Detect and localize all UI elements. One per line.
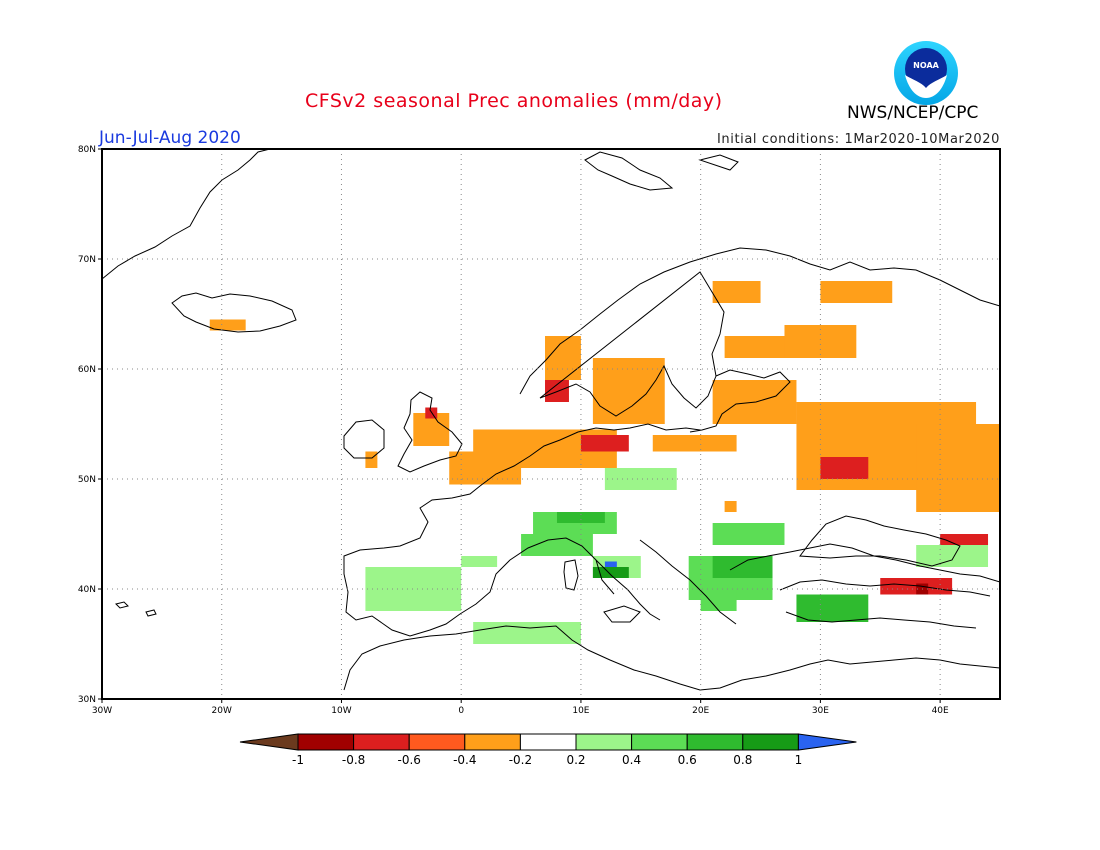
- lat-tick-label: 60N: [78, 365, 96, 375]
- svalbard-coast: [584, 151, 739, 191]
- africa-coast: [343, 625, 1000, 691]
- anomaly-ukraine-dry2: [820, 457, 869, 479]
- axis-ticks: 30W 20W 10W 0 10E 20E 30E 40E 30N 40N 50N 60N 70N 80N: [78, 145, 949, 716]
- anomaly-romania: [712, 523, 785, 545]
- colorbar-swatch: [631, 733, 688, 751]
- season-label: Jun-Jul-Aug 2020: [99, 128, 241, 148]
- azores-coast: [115, 601, 157, 617]
- turkey-coast: [779, 579, 991, 629]
- anomaly-balkans-core: [712, 556, 773, 578]
- lon-tick-label: 20E: [692, 706, 709, 716]
- colorbar-label: -0.4: [453, 753, 476, 767]
- anomaly-denmark-dry2: [580, 435, 629, 452]
- anomaly-pyrenees: [461, 556, 498, 567]
- org-label: NWS/NCEP/CPC: [847, 103, 979, 123]
- colorbar-swatch: [742, 733, 799, 751]
- anomaly-turkey-west: [796, 594, 869, 622]
- lon-tick-label: 20W: [212, 706, 232, 716]
- lat-tick-label: 80N: [78, 145, 96, 155]
- lat-tick-label: 40N: [78, 585, 96, 595]
- anomaly-algeria-coast: [473, 622, 581, 644]
- lat-tick-label: 30N: [78, 695, 96, 705]
- colorbar-swatch: [297, 733, 355, 751]
- anomaly-norway-south-dry2: [545, 380, 569, 402]
- map-frame: [101, 148, 1001, 700]
- anomaly-norway-west: [545, 336, 581, 380]
- anomaly-lapland: [712, 281, 761, 303]
- noaa-logo-text: NOAA: [913, 61, 939, 70]
- colorbar-label: 0.6: [678, 753, 697, 767]
- colorbar-label: -0.2: [509, 753, 532, 767]
- colorbar-label: 0.4: [622, 753, 641, 767]
- baltic-coast: [689, 369, 791, 433]
- anomaly-britain-north-dry2: [425, 407, 438, 419]
- colorbar-swatch: [353, 733, 410, 751]
- anomaly-iceland-west: [209, 319, 246, 331]
- initial-conditions-label: Initial conditions: 1Mar2020-10Mar2020: [716, 132, 1000, 147]
- britain-coast: [397, 391, 463, 473]
- black-sea-coast: [799, 515, 961, 567]
- noaa-logo-icon: NOAA: [894, 41, 958, 105]
- graticule: [102, 149, 1000, 699]
- colorbar-label: -0.8: [342, 753, 365, 767]
- anomaly-ireland-coast: [365, 451, 378, 468]
- coastline-layer: [102, 149, 1000, 691]
- colorbar: -1 -0.8 -0.6 -0.4 -0.2 0.2 0.4 0.6 0.8 1: [239, 733, 857, 767]
- colorbar-end-right: [797, 733, 857, 751]
- colorbar-label: -0.6: [397, 753, 420, 767]
- lon-tick-label: 30W: [92, 706, 112, 716]
- anomaly-russia-east: [916, 424, 1000, 512]
- anomaly-russia-north: [820, 281, 893, 303]
- anomaly-black-sea-east: [940, 534, 989, 545]
- colorbar-label: 1: [795, 753, 803, 767]
- anomaly-caucasus: [916, 545, 989, 567]
- anomaly-hungary-dry1: [724, 501, 737, 512]
- colorbar-swatch: [464, 733, 521, 751]
- lon-tick-label: 40E: [932, 706, 949, 716]
- colorbar-swatch: [408, 733, 466, 751]
- anomaly-russia-nw: [784, 325, 857, 358]
- anomaly-sweden-south: [592, 358, 665, 424]
- chart-title: CFSv2 seasonal Prec anomalies (mm/day): [305, 90, 723, 112]
- lat-tick-label: 50N: [78, 475, 96, 485]
- lon-tick-label: 30E: [812, 706, 829, 716]
- greenland-coast: [102, 149, 271, 280]
- lon-tick-label: 0: [458, 706, 464, 716]
- ireland-coast: [343, 419, 385, 459]
- lat-tick-label: 70N: [78, 255, 96, 265]
- iceland-coast: [171, 292, 297, 333]
- lon-tick-label: 10W: [331, 706, 351, 716]
- lon-tick-label: 10E: [572, 706, 589, 716]
- anomaly-france-east: [604, 468, 677, 490]
- colorbar-label: 0.2: [566, 753, 585, 767]
- europe-coast: [343, 423, 1000, 637]
- anomaly-po-valley: [521, 534, 593, 556]
- anomaly-poland-north: [652, 435, 737, 452]
- anomaly-layer: [209, 281, 1000, 644]
- colorbar-swatch: [519, 733, 577, 751]
- sicily-coast: [603, 605, 641, 623]
- scandinavia-coast: [519, 247, 1000, 417]
- anomaly-italy-wet4: [592, 567, 629, 578]
- anomaly-greece: [700, 589, 737, 611]
- sardinia-coast: [563, 559, 579, 591]
- colorbar-label: -1: [292, 753, 304, 767]
- anomaly-spain-east: [365, 567, 462, 611]
- colorbar-end-left: [239, 733, 299, 751]
- anomaly-alps-core: [556, 512, 605, 523]
- colorbar-label: 0.8: [733, 753, 752, 767]
- colorbar-swatch: [575, 733, 633, 751]
- colorbar-swatch: [686, 733, 744, 751]
